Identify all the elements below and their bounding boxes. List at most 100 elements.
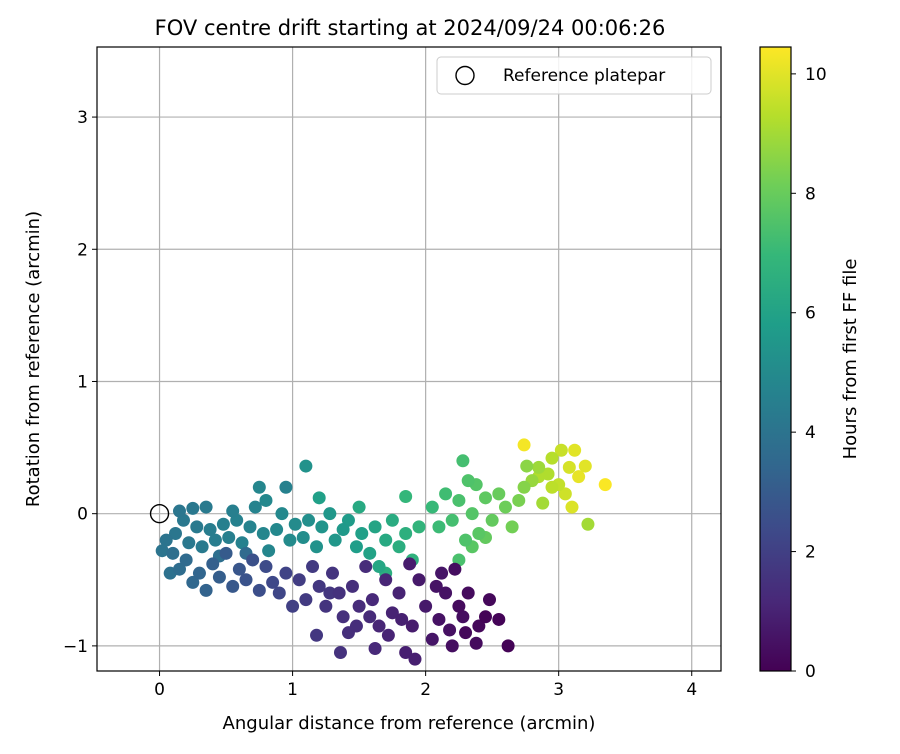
data-point <box>429 579 443 593</box>
data-point <box>336 610 350 624</box>
data-point <box>332 586 346 600</box>
y-tick-label: −1 <box>63 637 88 657</box>
data-point <box>554 443 568 457</box>
data-point <box>385 513 399 527</box>
data-point <box>272 586 286 600</box>
data-point <box>472 527 486 541</box>
data-point <box>432 612 446 626</box>
data-point <box>279 566 293 580</box>
data-point <box>492 612 506 626</box>
data-point <box>581 517 595 531</box>
data-point <box>248 500 262 514</box>
colorbar-ticks: 0 2 4 6 8 10 <box>791 65 827 682</box>
data-point <box>459 533 473 547</box>
data-point <box>412 520 426 534</box>
data-point <box>199 583 213 597</box>
colorbar-tick-label: 4 <box>805 423 816 443</box>
data-point <box>302 513 316 527</box>
data-point <box>459 626 473 640</box>
y-tick-label: 1 <box>77 372 88 392</box>
data-point <box>408 652 422 666</box>
data-point <box>399 489 413 503</box>
data-point <box>372 619 386 633</box>
data-point <box>405 619 419 633</box>
data-point <box>385 606 399 620</box>
data-point <box>392 586 406 600</box>
data-point <box>328 533 342 547</box>
data-point <box>259 493 273 507</box>
data-point <box>435 566 449 580</box>
data-point <box>325 566 339 580</box>
y-tick-label: 0 <box>77 505 88 525</box>
data-point <box>372 560 386 574</box>
data-point <box>578 459 592 473</box>
legend: Reference platepar <box>436 56 712 95</box>
data-point <box>598 478 612 492</box>
legend-open-circle-icon <box>455 65 475 86</box>
data-point <box>172 562 186 576</box>
data-point <box>296 530 310 544</box>
data-point <box>439 487 453 501</box>
y-axis-ticks: −1 0 1 2 3 <box>63 108 97 657</box>
data-point <box>381 628 395 642</box>
data-point <box>403 557 417 571</box>
data-point <box>461 474 475 488</box>
data-point <box>266 575 280 589</box>
x-axis-ticks: 0 1 2 3 4 <box>154 671 697 700</box>
data-point <box>469 636 483 650</box>
colorbar-tick-label: 10 <box>805 65 827 85</box>
data-point <box>312 491 326 505</box>
plot-frame <box>96 46 722 672</box>
y-tick-label: 3 <box>77 108 88 128</box>
data-point <box>179 553 193 567</box>
data-point <box>512 493 526 507</box>
data-point <box>517 438 531 452</box>
x-tick-label: 1 <box>287 680 298 700</box>
data-point <box>517 480 531 494</box>
data-point <box>363 546 377 560</box>
data-point <box>288 517 302 531</box>
data-point <box>568 443 582 457</box>
data-point <box>206 557 220 571</box>
data-point <box>445 513 459 527</box>
data-point <box>292 573 306 587</box>
data-point <box>226 579 240 593</box>
data-point <box>399 645 413 659</box>
data-point <box>222 530 236 544</box>
data-point <box>275 507 289 521</box>
x-tick-label: 4 <box>686 680 697 700</box>
data-point <box>190 520 204 534</box>
data-point <box>203 523 217 537</box>
data-point <box>359 560 373 574</box>
data-point <box>219 546 233 560</box>
data-point <box>168 527 182 541</box>
data-point <box>536 496 550 510</box>
data-point <box>443 623 457 637</box>
data-point <box>425 500 439 514</box>
data-point <box>195 540 209 554</box>
data-point <box>479 491 493 505</box>
data-point <box>159 533 173 547</box>
data-point <box>505 520 519 534</box>
data-point <box>349 619 363 633</box>
data-point <box>452 493 466 507</box>
data-point <box>562 460 576 474</box>
data-point <box>365 593 379 607</box>
data-point <box>310 628 324 642</box>
y-axis-label: Rotation from reference (arcmin) <box>23 211 44 507</box>
data-point <box>239 573 253 587</box>
reference-marker <box>149 503 170 524</box>
data-point <box>208 533 222 547</box>
data-point <box>199 500 213 514</box>
data-point <box>452 599 466 613</box>
colorbar-tick-label: 6 <box>805 304 816 324</box>
data-point <box>336 523 350 537</box>
data-point <box>425 632 439 646</box>
data-point <box>283 533 297 547</box>
data-point <box>299 593 313 607</box>
data-point <box>368 520 382 534</box>
colorbar-label: Hours from first FF file <box>840 259 861 460</box>
data-point <box>345 579 359 593</box>
data-point <box>306 560 320 574</box>
